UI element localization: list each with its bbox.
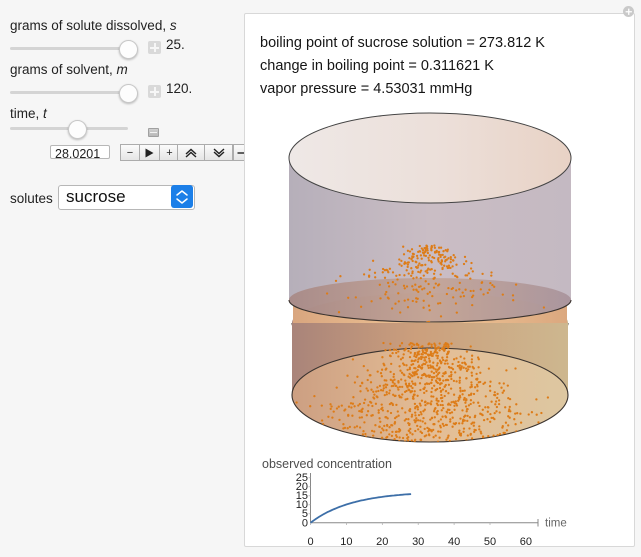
svg-text:20: 20 (376, 536, 388, 545)
svg-text:0: 0 (302, 518, 308, 530)
svg-text:40: 40 (448, 536, 460, 545)
svg-text:time: time (545, 518, 567, 530)
svg-text:0: 0 (307, 536, 313, 545)
svg-text:50: 50 (484, 536, 496, 545)
svg-text:30: 30 (412, 536, 424, 545)
svg-text:60: 60 (520, 536, 532, 545)
svg-text:10: 10 (340, 536, 352, 545)
